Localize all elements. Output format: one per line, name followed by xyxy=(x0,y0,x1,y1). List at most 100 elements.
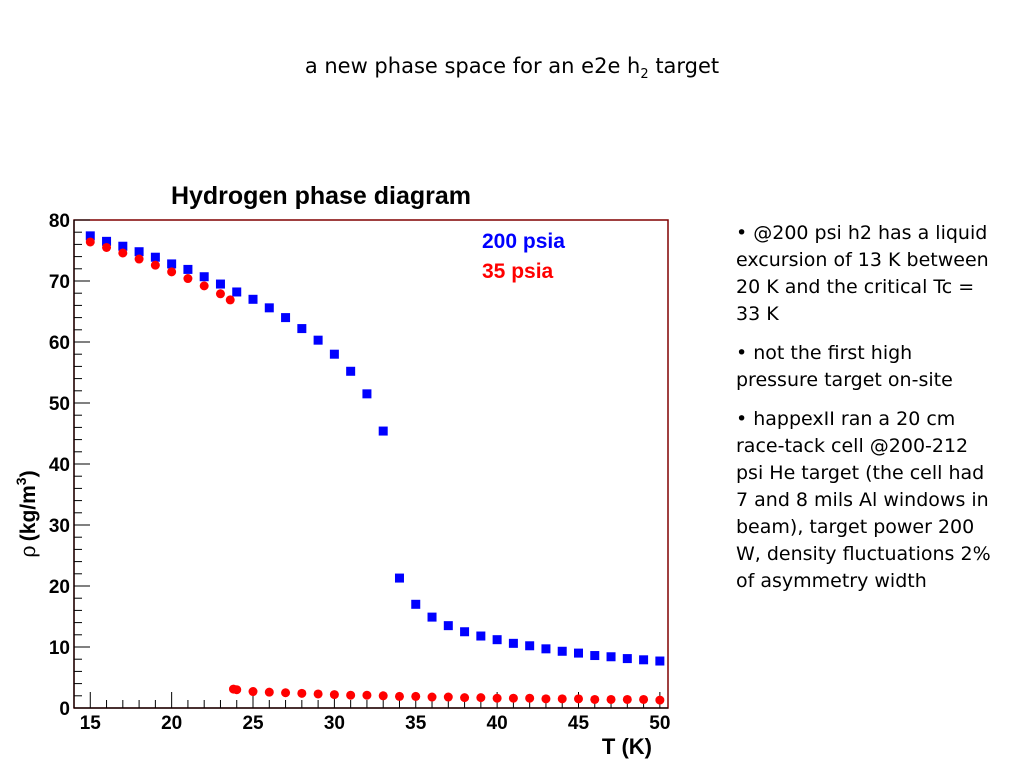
data-point-35-psia xyxy=(297,688,307,698)
data-point-35-psia xyxy=(557,694,567,704)
data-point-200-psia xyxy=(541,644,551,654)
data-point-35-psia xyxy=(102,242,112,252)
data-point-35-psia xyxy=(313,689,323,699)
x-tick-label: 25 xyxy=(242,713,264,734)
y-axis-label-sup: 3 xyxy=(13,477,29,485)
y-tick-label: 0 xyxy=(59,699,70,720)
data-points xyxy=(85,231,665,705)
x-axis-label: T (K) xyxy=(602,734,652,759)
data-point-200-psia xyxy=(573,648,583,658)
data-point-200-psia xyxy=(183,264,193,274)
data-point-200-psia xyxy=(215,279,225,289)
plot-frame xyxy=(73,219,669,709)
data-point-200-psia xyxy=(590,651,600,661)
data-point-200-psia xyxy=(281,313,291,323)
bullet-item: • @200 psi h2 has a liquid excursion of … xyxy=(736,222,989,325)
x-tick-label: 50 xyxy=(649,713,670,734)
axes: 0 10 20 30 40 50 60 70 80 15 20 25 30 35 40 45 50 xyxy=(49,211,671,734)
y-tick-label: 30 xyxy=(49,516,70,537)
data-point-200-psia xyxy=(150,252,160,262)
bullet-item: • not the first high pressure target on-… xyxy=(736,342,953,391)
data-point-35-psia xyxy=(394,691,404,701)
y-tick-label: 50 xyxy=(49,394,70,415)
data-point-35-psia xyxy=(378,691,388,701)
data-point-35-psia xyxy=(225,295,235,305)
data-point-200-psia xyxy=(297,324,307,334)
legend: 200 psia 35 psia xyxy=(482,230,565,283)
data-point-200-psia xyxy=(655,656,665,666)
data-point-35-psia xyxy=(232,685,242,695)
y-axis-label-end: ) xyxy=(17,470,40,477)
data-point-200-psia xyxy=(167,259,177,269)
data-point-200-psia xyxy=(606,652,616,662)
data-point-35-psia xyxy=(606,694,616,704)
chart-title: Hydrogen phase diagram xyxy=(171,182,471,210)
data-point-35-psia xyxy=(639,694,649,704)
data-point-35-psia xyxy=(134,254,144,264)
data-point-35-psia xyxy=(541,694,551,704)
data-point-35-psia xyxy=(573,694,583,704)
x-tick-label: 30 xyxy=(324,713,345,734)
y-tick-label: 70 xyxy=(49,272,70,293)
data-point-200-psia xyxy=(443,621,453,631)
y-tick-label: 10 xyxy=(49,638,70,659)
data-point-200-psia xyxy=(264,303,274,313)
data-point-200-psia xyxy=(476,631,486,641)
data-point-35-psia xyxy=(476,693,486,703)
data-point-200-psia xyxy=(134,247,144,257)
data-point-35-psia xyxy=(508,693,518,703)
y-axis-label-text: (kg/m xyxy=(17,485,40,541)
data-point-200-psia xyxy=(492,635,502,645)
data-point-200-psia xyxy=(557,646,567,656)
y-tick-label: 40 xyxy=(49,455,70,476)
data-point-35-psia xyxy=(199,281,209,291)
data-point-200-psia xyxy=(313,335,323,345)
data-point-35-psia xyxy=(215,289,225,299)
legend-entry-35-psia: 35 psia xyxy=(482,260,554,283)
data-point-35-psia xyxy=(443,692,453,702)
legend-entry-200-psia: 200 psia xyxy=(482,230,565,253)
data-point-35-psia xyxy=(248,687,258,697)
data-point-200-psia xyxy=(639,655,649,665)
data-point-200-psia xyxy=(102,236,112,246)
data-point-200-psia xyxy=(622,654,632,664)
data-point-200-psia xyxy=(232,287,242,297)
bullet-item: • happexII ran a 20 cm race-tack cell @2… xyxy=(736,408,991,592)
slide-title-end: target xyxy=(648,54,720,78)
y-axis-label-symbol: ρ xyxy=(16,545,40,557)
x-tick-label: 45 xyxy=(568,713,590,734)
data-point-35-psia xyxy=(183,274,193,284)
data-point-200-psia xyxy=(346,366,356,376)
data-point-35-psia xyxy=(460,693,470,703)
slide-title-main: a new phase space for an e2e h xyxy=(304,54,641,78)
data-point-35-psia xyxy=(525,693,535,703)
data-point-35-psia xyxy=(362,690,372,700)
data-point-35-psia xyxy=(329,690,339,700)
data-point-35-psia xyxy=(85,237,95,247)
data-point-200-psia xyxy=(362,389,372,399)
data-point-200-psia xyxy=(460,627,470,637)
data-point-35-psia xyxy=(167,267,177,277)
data-point-35-psia xyxy=(264,687,274,697)
data-point-200-psia xyxy=(85,231,95,241)
slide-title: a new phase space for an e2e h2 target xyxy=(0,54,1024,82)
x-tick-label: 40 xyxy=(487,713,508,734)
data-point-35-psia xyxy=(622,694,632,704)
slide-title-subscript: 2 xyxy=(640,67,649,83)
data-point-35-psia xyxy=(427,692,437,702)
phase-diagram-chart: Hydrogen phase diagram 0 10 20 30 40 50 60 70 80… xyxy=(13,182,671,759)
bullet-list: • @200 psi h2 has a liquid excursion of … xyxy=(736,220,998,607)
x-tick-label: 15 xyxy=(80,713,102,734)
data-point-200-psia xyxy=(427,612,437,622)
data-point-35-psia xyxy=(655,695,665,705)
data-point-200-psia xyxy=(199,272,209,282)
data-point-35-psia xyxy=(590,694,600,704)
data-point-200-psia xyxy=(248,294,258,304)
y-tick-label: 80 xyxy=(49,211,70,232)
data-point-200-psia xyxy=(118,241,128,251)
data-point-35-psia xyxy=(281,688,291,698)
data-point-35-psia xyxy=(492,693,502,703)
data-point-200-psia xyxy=(378,426,388,436)
data-point-35-psia xyxy=(150,260,160,270)
data-point-200-psia xyxy=(525,641,535,651)
